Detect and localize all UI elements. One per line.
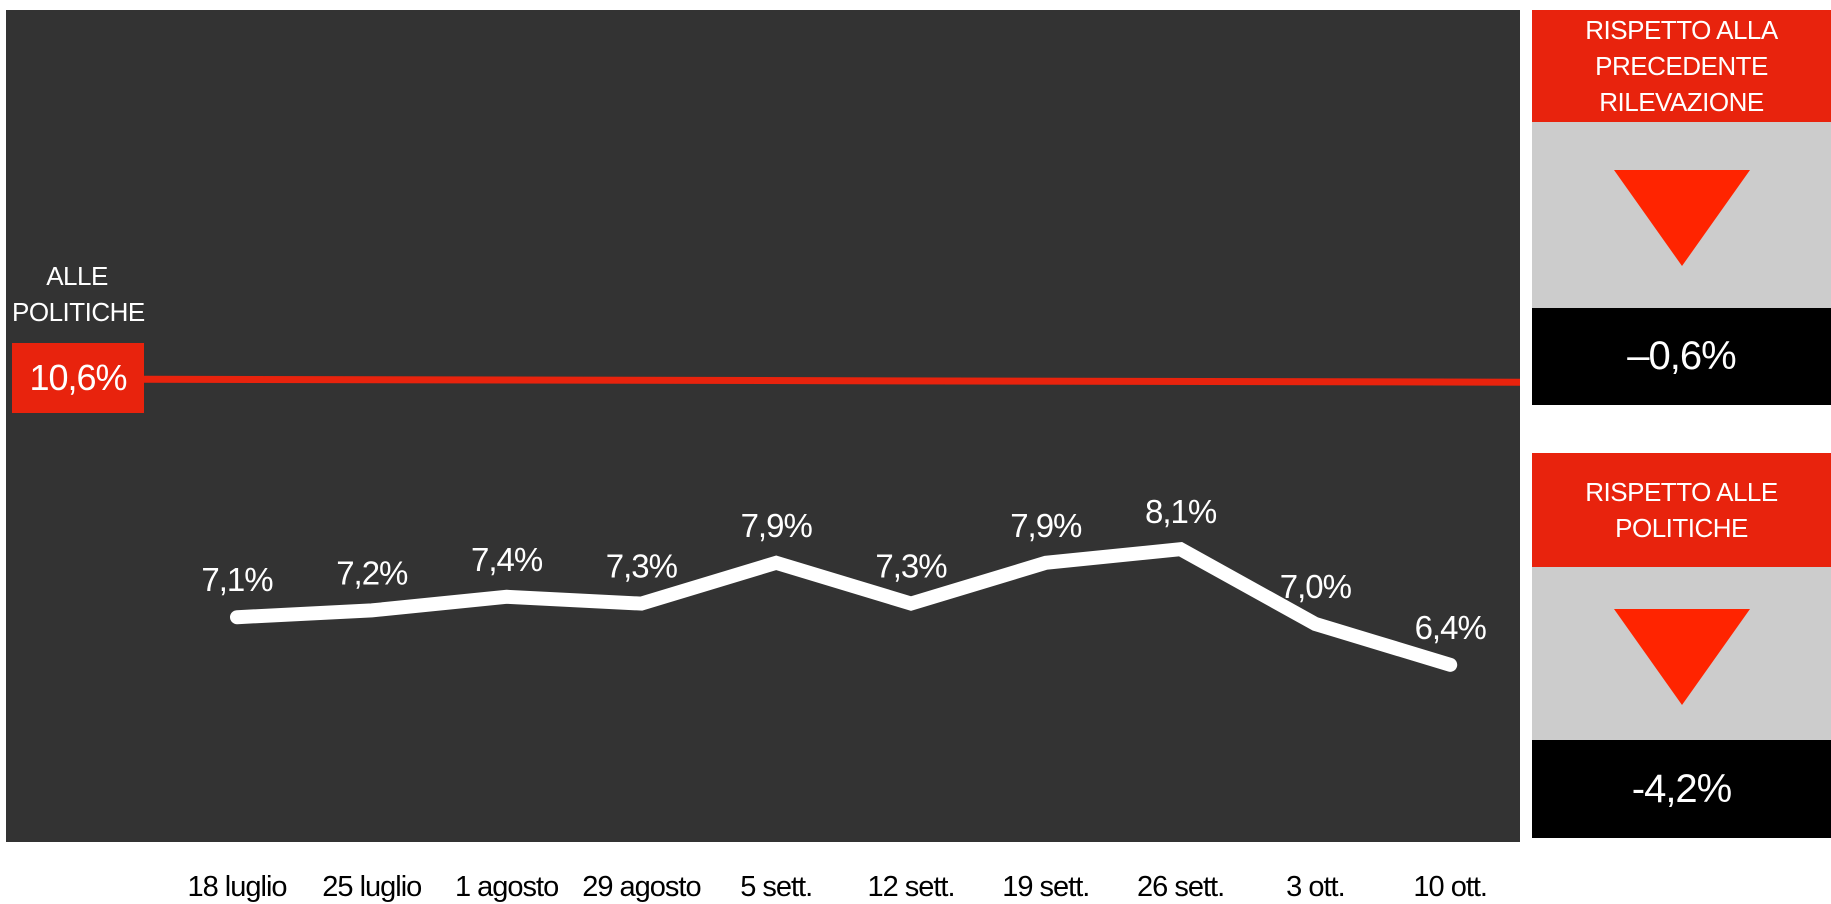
data-label: 7,2%: [336, 554, 408, 591]
data-label: 6,4%: [1415, 609, 1487, 646]
card-header-line: RISPETTO ALLE POLITICHE: [1585, 477, 1778, 543]
card-body: [1532, 567, 1831, 740]
card-header: RISPETTO ALLE POLITICHE: [1532, 453, 1831, 567]
data-labels: 7,1% 7,2% 7,4% 7,3% 7,9% 7,3% 7,9% 8,1% 7,0% 6,4%: [201, 493, 1487, 646]
data-label: 7,3%: [606, 548, 678, 585]
x-axis-tick-labels: 18 luglio 25 luglio 1 agosto 29 agosto 5 set…: [187, 871, 1488, 903]
data-label: 7,9%: [1010, 507, 1082, 544]
card-header-line: PRECEDENTE RILEVAZIONE: [1595, 51, 1768, 117]
change-value: –0,6%: [1627, 334, 1736, 378]
x-tick-label: 5 sett.: [740, 871, 812, 903]
chart-panel: [6, 10, 1520, 842]
reference-label-line: ALLE: [46, 261, 108, 291]
x-tick-label: 12 sett.: [867, 871, 954, 903]
reference-label: ALLE POLITICHE: [12, 258, 145, 330]
data-label: 7,9%: [741, 507, 813, 544]
change-card-previous: RISPETTO ALLA PRECEDENTE RILEVAZIONE –0,…: [1532, 10, 1831, 405]
data-label: 7,1%: [201, 561, 273, 598]
x-tick-label: 3 ott.: [1286, 871, 1345, 903]
data-label: 7,0%: [1280, 568, 1352, 605]
data-label: 7,3%: [875, 548, 947, 585]
x-tick-label: 19 sett.: [1002, 871, 1089, 903]
reference-value: 10,6%: [29, 357, 127, 398]
x-tick-label: 25 luglio: [322, 871, 421, 903]
x-tick-label: 10 ott.: [1413, 871, 1487, 903]
card-header: RISPETTO ALLA PRECEDENTE RILEVAZIONE: [1532, 10, 1831, 122]
card-header-line: RISPETTO ALLA: [1585, 15, 1778, 45]
card-value: -4,2%: [1532, 740, 1831, 838]
x-tick-label: 1 agosto: [455, 871, 558, 903]
reference-line: [143, 375, 1521, 386]
x-tick-label: 18 luglio: [187, 871, 286, 903]
x-tick-label: 29 agosto: [582, 871, 700, 903]
card-body: [1532, 122, 1831, 308]
down-arrow-icon: [1613, 170, 1750, 266]
x-tick-label: 26 sett.: [1137, 871, 1224, 903]
data-label: 7,4%: [471, 541, 543, 578]
reference-value-badge: 10,6%: [12, 343, 144, 413]
data-label: 8,1%: [1145, 493, 1217, 530]
down-arrow-icon: [1613, 609, 1750, 705]
change-card-politiche: RISPETTO ALLE POLITICHE -4,2%: [1532, 453, 1831, 838]
series-line: [230, 542, 1458, 672]
card-value: –0,6%: [1532, 308, 1831, 405]
reference-label-line: POLITICHE: [12, 297, 145, 327]
change-value: -4,2%: [1631, 766, 1732, 811]
